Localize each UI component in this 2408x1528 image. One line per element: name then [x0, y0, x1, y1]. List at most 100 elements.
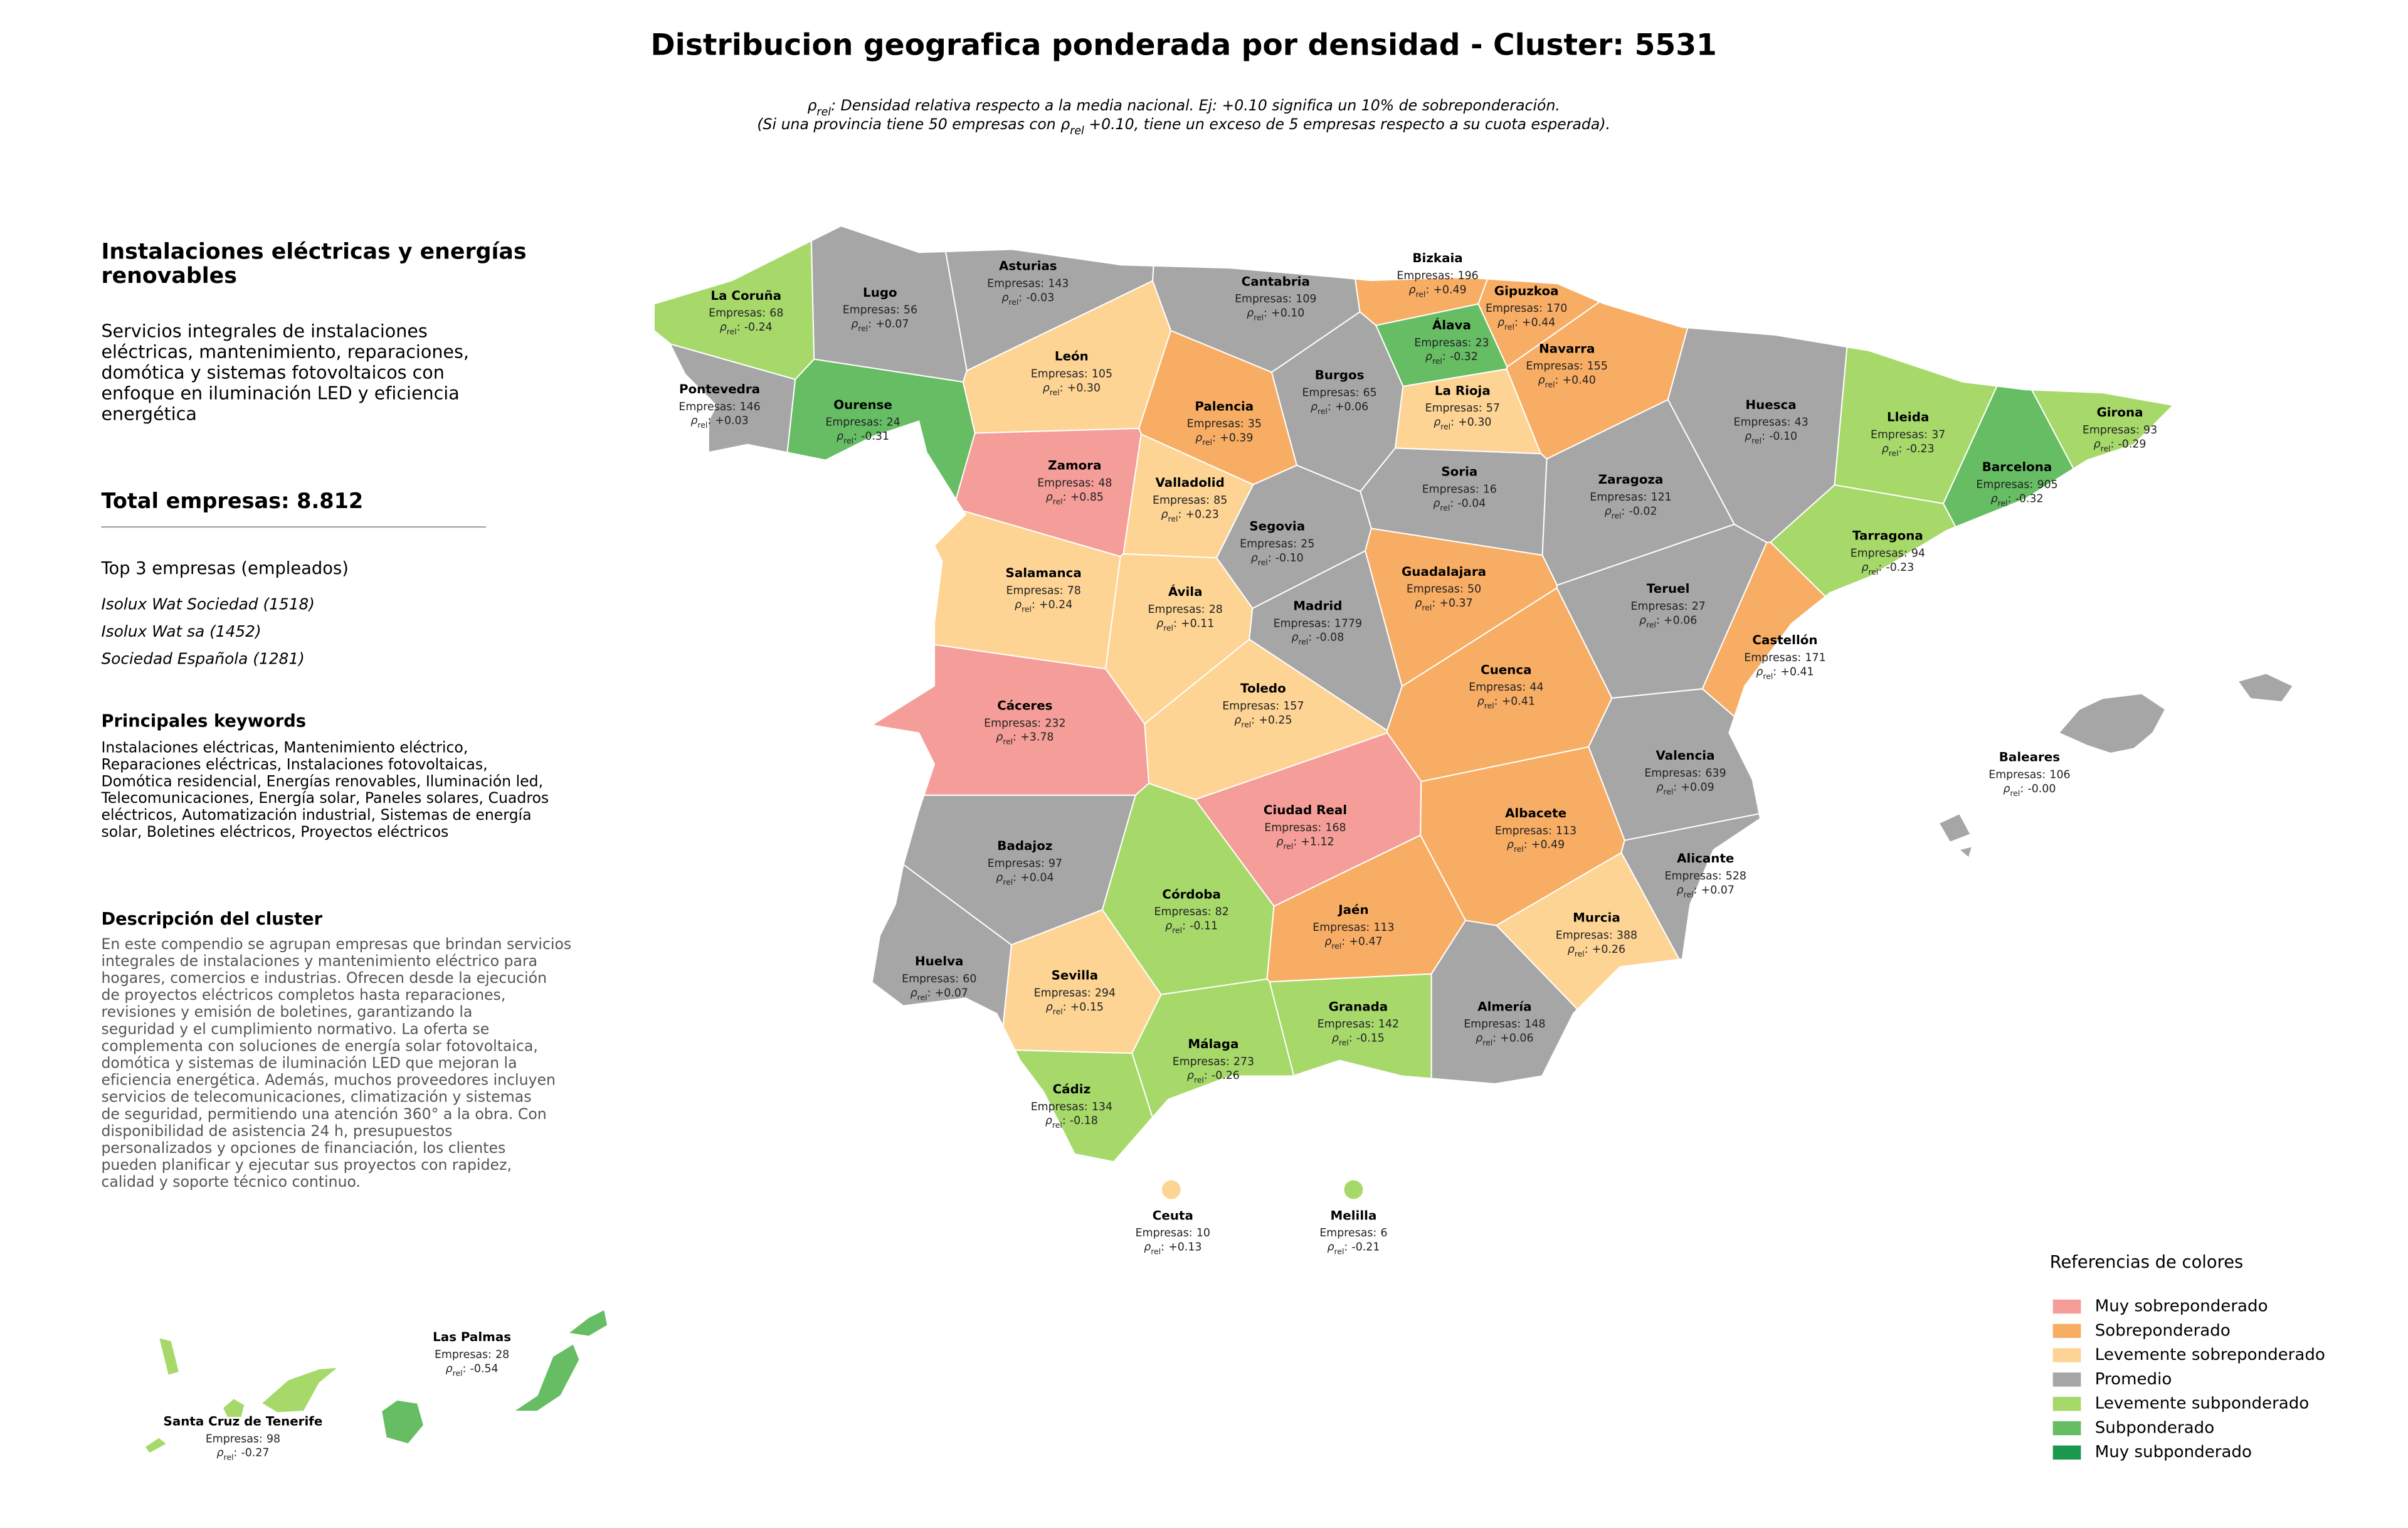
rho-subscript: rel: [1168, 514, 1178, 523]
rho-suffix: :: [1349, 1032, 1353, 1044]
companies-label: Empresas:: [1153, 494, 1210, 507]
companies-value: 28: [495, 1349, 509, 1361]
province-rho: ρrel: +0.25: [1234, 714, 1292, 729]
legend-title: Referencias de colores: [2050, 1253, 2244, 1272]
companies-value: 171: [1805, 652, 1825, 664]
rho-suffix: :: [1268, 552, 1272, 565]
companies-value: 155: [1587, 360, 1608, 373]
panel-cluster: En este compendio se agrupan empresas qu…: [101, 935, 571, 953]
province-name: Cantabria: [1242, 274, 1310, 289]
panel-cluster: de seguridad, permitiendo una atención 3…: [101, 1105, 546, 1123]
rho-symbol: ρ: [837, 430, 843, 443]
rho-suffix: :: [1442, 351, 1446, 363]
rho-suffix: :: [1878, 561, 1882, 574]
province-rho: ρrel: +0.41: [1477, 696, 1535, 711]
legend-swatch: [2052, 1348, 2081, 1362]
rho-subscript: rel: [727, 327, 737, 336]
province-name: Valladolid: [1155, 475, 1224, 490]
rho-subscript: rel: [1612, 511, 1622, 520]
panel-keywords: eléctricos, Automatización industrial, S…: [101, 806, 531, 824]
panel-cluster: pueden planificar y ejecutar sus proyect…: [101, 1156, 512, 1174]
province-rho: ρrel: +0.30: [1434, 416, 1491, 432]
legend-label: Subponderado: [2095, 1418, 2214, 1437]
subtitle-segment: ρ: [1060, 115, 1070, 132]
province-name: La Rioja: [1435, 383, 1491, 398]
rho-subscript: rel: [1331, 941, 1341, 950]
province-companies: Empresas: 148: [1464, 1018, 1545, 1031]
panel-cluster: servicios de telecomunicaciones, climati…: [101, 1088, 531, 1106]
rho-suffix: :: [1694, 884, 1698, 896]
province-name: Palencia: [1195, 399, 1254, 413]
panel-cluster: revisiones y emisión de boletines, garan…: [101, 1003, 472, 1021]
province-companies: Empresas: 109: [1235, 293, 1316, 305]
rho-subscript: rel: [2010, 788, 2020, 798]
rho-symbol: ρ: [1991, 492, 1998, 505]
province-companies: Empresas: 121: [1590, 491, 1671, 504]
province-companies: Empresas: 24: [825, 416, 900, 429]
companies-label: Empresas:: [1397, 270, 1454, 282]
rho-symbol: ρ: [1568, 943, 1575, 956]
companies-value: 57: [1486, 402, 1500, 415]
rho-value: -0.23: [1886, 561, 1914, 574]
rho-value: +0.85: [1070, 491, 1104, 504]
rho-value: -0.54: [470, 1362, 499, 1375]
rho-symbol: ρ: [1311, 401, 1318, 413]
rho-value: -0.10: [1769, 430, 1797, 443]
rho-suffix: :: [1524, 839, 1528, 851]
rho-suffix: :: [1212, 432, 1216, 444]
rho-subscript: rel: [1763, 671, 1773, 681]
rho-suffix: :: [1494, 696, 1498, 708]
province-rho: ρrel: -0.24: [720, 321, 773, 336]
province-rho: ρrel: +0.13: [1144, 1241, 1201, 1256]
rho-value: -0.26: [1212, 1069, 1240, 1082]
rho-symbol: ρ: [446, 1362, 453, 1375]
province-rho: ρrel: +0.07: [851, 318, 909, 333]
province-name: Albacete: [1505, 806, 1566, 820]
companies-label: Empresas:: [679, 401, 736, 413]
companies-label: Empresas:: [2083, 424, 2140, 437]
rho-suffix: :: [927, 987, 931, 999]
companies-value: 146: [740, 401, 761, 413]
companies-value: 388: [1617, 929, 1637, 942]
companies-label: Empresas:: [1037, 477, 1094, 490]
title: Distribucion geografica ponderada por de…: [651, 28, 1717, 63]
rho-value: +0.07: [1701, 884, 1735, 896]
panel-cluster: personalizados y opciones de financiació…: [101, 1139, 505, 1157]
province-area: [654, 226, 815, 381]
companies-value: 97: [1048, 857, 1062, 870]
companies-label: Empresas:: [1312, 921, 1370, 934]
province-rho: ρrel: -0.54: [446, 1362, 499, 1377]
province-name: Ourense: [833, 398, 892, 412]
rho-suffix: :: [1673, 781, 1677, 793]
province-rho: ρrel: +0.49: [1507, 839, 1565, 854]
companies-label: Empresas:: [1851, 547, 1908, 560]
rho-subscript: rel: [1254, 313, 1264, 322]
rho-subscript: rel: [1422, 603, 1432, 612]
province-name: Ciudad Real: [1264, 803, 1347, 817]
companies-label: Empresas:: [1187, 418, 1244, 430]
province-area: [568, 1309, 608, 1337]
legend-swatch: [2052, 1324, 2081, 1338]
province-companies: Empresas: 113: [1495, 825, 1576, 837]
subtitle-segment: (Si una provincia tiene 50 empresas con: [757, 115, 1060, 132]
rho-subscript: rel: [1484, 701, 1494, 711]
province-name: Zaragoza: [1598, 472, 1664, 487]
rho-value: -0.03: [1026, 292, 1054, 304]
rho-symbol: ρ: [1415, 597, 1422, 610]
companies-label: Empresas:: [987, 277, 1044, 290]
legend-label: Levemente subponderado: [2095, 1394, 2310, 1413]
panel-description: energética: [101, 403, 196, 425]
rho-value: +0.04: [1020, 871, 1054, 884]
rho-suffix: :: [707, 415, 711, 427]
rho-subscript: rel: [1003, 737, 1013, 746]
rho-symbol: ρ: [1327, 1241, 1334, 1254]
rho-symbol: ρ: [1882, 443, 1889, 455]
rho-symbol: ρ: [996, 871, 1003, 884]
province-name: Baleares: [1999, 750, 2060, 765]
rho-subscript: rel: [1202, 437, 1212, 447]
rho-suffix: :: [1492, 1032, 1496, 1044]
rho-subscript: rel: [1318, 406, 1328, 416]
province-companies: Empresas: 196: [1397, 270, 1478, 282]
companies-value: 65: [1363, 386, 1377, 399]
